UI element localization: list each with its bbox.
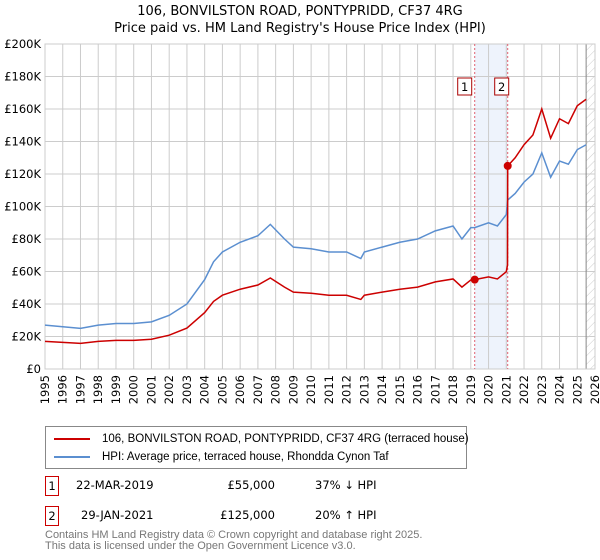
footer-line: This data is licensed under the Open Gov… [45,540,356,552]
y-tick-label: £160K [4,102,41,116]
x-tick-label: 2007 [251,375,265,404]
x-tick-label: 2015 [393,375,407,404]
x-tick-label: 2020 [482,375,496,404]
y-tick-label: £140K [4,135,41,149]
y-tick-label: £200K [4,37,41,51]
x-tick-label: 2006 [233,375,247,404]
x-tick-label: 2010 [304,375,318,404]
sale-point [503,161,512,170]
sale-label: 2 [498,80,505,94]
x-tick-label: 2014 [375,375,389,404]
price-paid-line [44,98,587,345]
x-tick-label: 1997 [73,375,87,404]
x-tick-label: 2021 [499,375,513,404]
x-tick-label: 2025 [570,375,584,404]
transaction-row: 1 22-MAR-2019 £55,000 37% ↓ HPI [45,476,445,496]
x-tick-label: 2023 [535,375,549,404]
x-tick-label: 2004 [198,375,212,404]
x-tick-label: 2002 [162,375,176,404]
legend-item-hpi: HPI: Average price, terraced house, Rhon… [54,450,389,464]
sale-point [470,275,479,284]
x-tick-label: 2018 [446,375,460,404]
sale-label-box [494,77,510,96]
x-tick-label: 2000 [127,375,141,404]
x-tick-label: 1995 [38,375,52,404]
y-tick-label: £120K [4,167,41,181]
price-chart: 1995 1996 1997 1998 1999 2000 2001 2002 2003 2004… [4,37,600,404]
x-tick-label: 2008 [269,375,283,404]
transaction-hpi: 37% ↓ HPI [315,478,377,492]
sale-label: 1 [461,80,468,94]
transaction-hpi: 20% ↑ HPI [315,508,377,522]
legend: 106, BONVILSTON ROAD, PONTYPRIDD, CF37 4… [45,426,469,469]
transaction-price: £125,000 [220,508,275,522]
x-tick-label: 2013 [357,375,371,404]
x-tick-label: 1999 [109,375,123,404]
transaction-price: £55,000 [227,478,275,492]
y-tick-label: £100K [4,200,41,214]
y-tick-label: £0 [26,362,41,376]
x-tick-label: 2001 [144,375,158,404]
legend-label: 106, BONVILSTON ROAD, PONTYPRIDD, CF37 4… [102,433,469,445]
x-tick-label: 2009 [286,375,300,404]
sale-label-box [457,77,473,96]
legend-label: HPI: Average price, terraced house, Rhon… [102,451,389,463]
x-tick-label: 2017 [428,375,442,404]
legend-item-property: 106, BONVILSTON ROAD, PONTYPRIDD, CF37 4… [54,432,469,446]
footer: Contains HM Land Registry data © Crown c… [45,530,422,552]
y-tick-label: £40K [12,297,42,311]
x-tick-label: 2024 [553,375,567,404]
x-tick-label: 2026 [588,375,600,404]
hpi-line [44,144,587,330]
footer-line: Contains HM Land Registry data © Crown c… [45,529,423,541]
y-tick-label: £180K [4,70,41,84]
x-tick-label: 1996 [56,375,70,404]
transaction-date: 22-MAR-2019 [76,478,154,492]
chart-title: 106, BONVILSTON ROAD, PONTYPRIDD, CF37 4… [0,3,600,37]
transaction-row: 2 29-JAN-2021 £125,000 20% ↑ HPI [45,506,445,526]
x-tick-label: 1998 [91,375,105,404]
title-line-2: Price paid vs. HM Land Registry's House … [114,21,486,36]
y-tick-label: £20K [12,330,42,344]
y-tick-label: £80K [12,232,42,246]
x-tick-label: 2022 [517,375,531,404]
transaction-date: 29-JAN-2021 [81,508,154,522]
transaction-number: 2 [45,506,59,526]
x-tick-label: 2019 [464,375,478,404]
x-tick-label: 2012 [340,375,354,404]
x-tick-label: 2011 [322,375,336,404]
x-tick-label: 2003 [180,375,194,404]
y-tick-label: £60K [12,265,42,279]
title-line-1: 106, BONVILSTON ROAD, PONTYPRIDD, CF37 4… [137,4,463,19]
legend-line-blue [54,456,90,458]
x-tick-label: 2005 [215,375,229,404]
legend-line-red [54,438,90,440]
plot-frame [44,43,596,370]
x-tick-label: 2016 [411,375,425,404]
transaction-number: 1 [45,476,59,496]
